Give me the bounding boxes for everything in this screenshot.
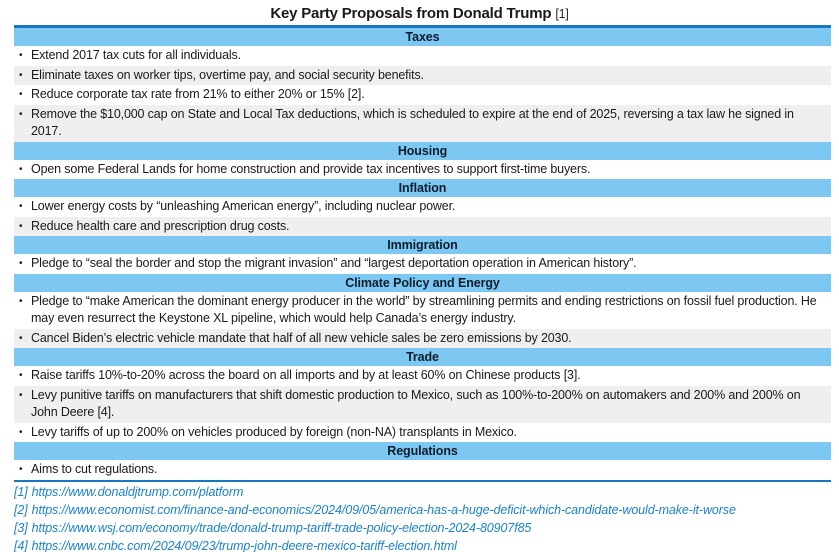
footnote-line: [2] https://www.economist.com/finance-and… xyxy=(14,501,831,519)
footnote-link[interactable]: https://www.donaldjtrump.com/platform xyxy=(31,484,244,499)
bullet-icon: • xyxy=(19,370,23,381)
proposal-row: • Lower energy costs by “unleashing Ameri… xyxy=(14,197,831,217)
footnotes-list: [1] https://www.donaldjtrump.com/platform… xyxy=(14,482,831,552)
bullet-icon: • xyxy=(19,163,23,175)
footnote-ref: [3] xyxy=(14,520,28,535)
proposal-row: • Aims to cut regulations. xyxy=(14,460,831,480)
bullet-icon: • xyxy=(19,89,23,100)
page-title: Key Party Proposals from Donald Trump [1… xyxy=(0,0,839,23)
bullet-icon: • xyxy=(19,389,23,401)
proposal-text: Extend 2017 tax cuts for all individuals… xyxy=(31,48,241,62)
proposal-text: Levy tariffs of up to 200% on vehicles p… xyxy=(31,424,517,439)
bullet-icon: • xyxy=(19,220,23,232)
footnote-link[interactable]: https://www.cnbc.com/2024/09/23/trump-jo… xyxy=(31,538,457,552)
bullet-icon: • xyxy=(19,201,23,212)
bullet-icon: • xyxy=(19,464,23,475)
section-header: Climate Policy and Energy xyxy=(14,273,831,292)
proposal-text: Cancel Biden’s electric vehicle mandate … xyxy=(31,330,572,345)
proposal-text: Levy punitive tariffs on manufacturers t… xyxy=(31,387,801,420)
proposal-row: • Levy tariffs of up to 200% on vehicles … xyxy=(14,423,831,443)
proposal-text: Pledge to “seal the border and stop the … xyxy=(31,256,637,270)
page-title-text: Key Party Proposals from Donald Trump xyxy=(270,5,552,22)
section-header: Inflation xyxy=(14,179,831,197)
proposal-row: • Eliminate taxes on worker tips, overtim… xyxy=(14,65,831,85)
bullet-icon: • xyxy=(19,332,23,344)
section-header: Regulations xyxy=(14,442,831,460)
proposal-text: Reduce health care and prescription drug… xyxy=(31,218,290,233)
section-header: Immigration xyxy=(14,236,831,254)
bullet-icon: • xyxy=(19,50,23,61)
footnote-divider xyxy=(14,479,831,482)
proposal-row: • Remove the $10,000 cap on State and Loc… xyxy=(14,104,831,142)
proposals-content: Taxes • Extend 2017 tax cuts for all indiv… xyxy=(14,25,831,552)
section-header: Trade xyxy=(14,348,831,366)
footnote-link[interactable]: https://www.economist.com/finance-and-ec… xyxy=(31,502,736,517)
footnote-ref: [4] xyxy=(14,538,28,552)
bullet-icon: • xyxy=(19,426,23,438)
proposal-text: Eliminate taxes on worker tips, overtime… xyxy=(31,67,424,82)
title-footnote-ref: [1] xyxy=(555,7,569,21)
proposal-text: Aims to cut regulations. xyxy=(31,462,158,476)
proposal-row: • Raise tariffs 10%-to-20% across the boa… xyxy=(14,366,831,386)
footnote-link[interactable]: https://www.wsj.com/economy/trade/donald… xyxy=(31,520,532,535)
proposal-row: • Cancel Biden’s electric vehicle mandate… xyxy=(14,328,831,348)
proposal-row: • Pledge to “make American the dominant e… xyxy=(14,292,831,329)
proposal-row: • Reduce health care and prescription dru… xyxy=(14,216,831,236)
proposal-text: Remove the $10,000 cap on State and Loca… xyxy=(31,106,794,139)
proposal-text: Pledge to “make American the dominant en… xyxy=(31,293,817,326)
section-header: Housing xyxy=(14,141,831,160)
proposal-row: • Pledge to “seal the border and stop the… xyxy=(14,254,831,274)
footnote-ref: [2] xyxy=(14,502,28,517)
bullet-icon: • xyxy=(19,258,23,269)
footnote-line: [1] https://www.donaldjtrump.com/platform xyxy=(14,483,831,501)
proposal-text: Reduce corporate tax rate from 21% to ei… xyxy=(31,87,365,101)
footnote-ref: [1] xyxy=(14,484,28,499)
proposal-row: • Reduce corporate tax rate from 21% to e… xyxy=(14,85,831,105)
top-divider xyxy=(14,25,831,28)
bullet-icon: • xyxy=(19,69,23,81)
bullet-icon: • xyxy=(19,295,23,307)
proposal-text: Open some Federal Lands for home constru… xyxy=(31,161,591,176)
section-header: Taxes xyxy=(14,28,831,46)
proposal-row: • Open some Federal Lands for home constr… xyxy=(14,160,831,180)
footnote-line: [4] https://www.cnbc.com/2024/09/23/trump… xyxy=(14,537,831,552)
footnote-line: [3] https://www.wsj.com/economy/trade/don… xyxy=(14,519,831,537)
proposal-text: Lower energy costs by “unleashing Americ… xyxy=(31,199,456,213)
proposal-row: • Levy punitive tariffs on manufacturers … xyxy=(14,385,831,423)
proposal-row: • Extend 2017 tax cuts for all individual… xyxy=(14,46,831,66)
bullet-icon: • xyxy=(19,108,23,120)
proposal-text: Raise tariffs 10%-to-20% across the boar… xyxy=(31,368,581,382)
proposals-table: Taxes • Extend 2017 tax cuts for all indiv… xyxy=(14,28,831,480)
